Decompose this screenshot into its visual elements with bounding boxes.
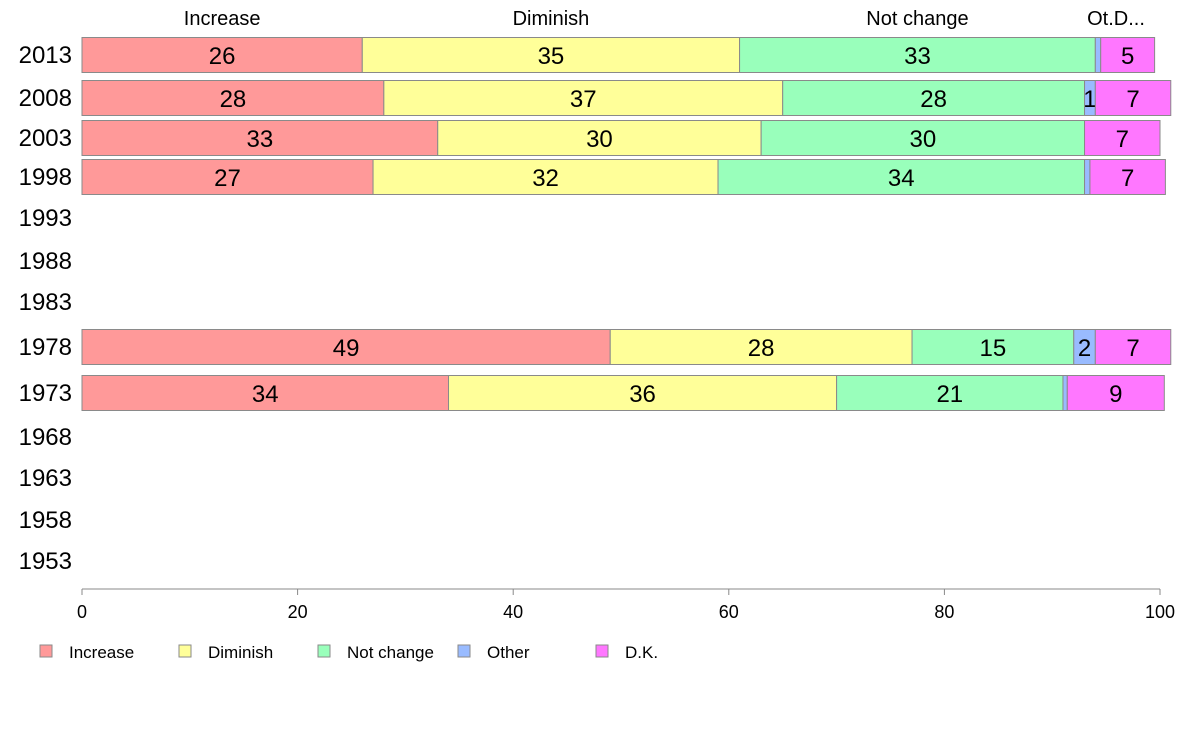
- data-label-1973-increase: 34: [252, 381, 279, 408]
- data-label-1978-increase: 49: [333, 335, 360, 362]
- data-label-1978-d-k-: 7: [1126, 335, 1139, 362]
- data-label-2008-other: 1: [1083, 86, 1096, 113]
- bar-2008-diminish: [383, 80, 784, 116]
- data-label-1978-diminish: 28: [748, 335, 775, 362]
- legend-label-not-change: Not change: [347, 643, 434, 662]
- bar-2003-d-k-: [1084, 120, 1161, 156]
- x-tick-label-0: 0: [77, 602, 87, 622]
- year-label-2013: 2013: [19, 42, 72, 69]
- year-label-1988: 1988: [19, 248, 72, 275]
- bar-1978-diminish: [609, 329, 913, 365]
- bar-1978-d-k-: [1094, 329, 1172, 365]
- bar-2013-other: [1094, 37, 1102, 73]
- year-label-1953: 1953: [19, 548, 72, 575]
- column-header-1: Diminish: [513, 8, 590, 30]
- year-label-1958: 1958: [19, 507, 72, 534]
- legend-swatch-diminish: [178, 644, 192, 658]
- x-axis: 0 20 40 60 80 100: [77, 588, 1175, 622]
- x-tick-label-40: 40: [503, 602, 523, 622]
- legend-swatch-d-k-: [595, 644, 609, 658]
- data-label-1973-d-k-: 9: [1109, 381, 1122, 408]
- data-label-2008-diminish: 37: [570, 86, 597, 113]
- data-label-2003-diminish: 30: [586, 126, 613, 153]
- bar-1998-d-k-: [1089, 159, 1166, 195]
- x-tick-label-100: 100: [1145, 602, 1175, 622]
- bar-2008-not-change: [782, 80, 1086, 116]
- data-label-1978-other: 2: [1078, 335, 1091, 362]
- bar-2013-diminish: [361, 37, 741, 73]
- year-label-1963: 1963: [19, 465, 72, 492]
- data-label-2003-not-change: 30: [909, 126, 936, 153]
- x-tick-label-20: 20: [288, 602, 308, 622]
- column-header-2: Not change: [866, 8, 968, 30]
- x-tick-label-60: 60: [719, 602, 739, 622]
- bar-1998-diminish: [372, 159, 719, 195]
- data-label-1973-not-change: 21: [936, 381, 963, 408]
- column-headers: Increase Diminish Not change Ot.D...: [184, 8, 1145, 30]
- bar-2003-not-change: [760, 120, 1086, 156]
- data-label-2013-increase: 26: [209, 43, 236, 70]
- year-label-1993: 1993: [19, 205, 72, 232]
- legend-swatch-increase: [39, 644, 53, 658]
- data-label-2013-d-k-: 5: [1121, 43, 1134, 70]
- year-label-1998: 1998: [19, 164, 72, 191]
- bar-1973-d-k-: [1066, 375, 1165, 411]
- bar-1978-not-change: [911, 329, 1075, 365]
- data-label-2008-d-k-: 7: [1126, 86, 1139, 113]
- legend-label-diminish: Diminish: [208, 643, 273, 662]
- bar-1998-not-change: [717, 159, 1086, 195]
- bar-2003-increase: [81, 120, 439, 156]
- legend-label-d-k-: D.K.: [625, 643, 658, 662]
- data-label-1998-not-change: 34: [888, 165, 915, 192]
- data-label-2003-d-k-: 7: [1116, 126, 1129, 153]
- year-labels: 2013 2008 2003 1998 1993 1988 1983 1978 1973 1968…: [19, 42, 72, 575]
- bar-1973-not-change: [836, 375, 1064, 411]
- bar-2013-increase: [81, 37, 363, 73]
- bar-2008-d-k-: [1094, 80, 1172, 116]
- legend: Increase Diminish Not change Other D.K.: [39, 643, 658, 662]
- data-label-1998-d-k-: 7: [1121, 165, 1134, 192]
- year-label-1983: 1983: [19, 289, 72, 316]
- data-label-2008-increase: 28: [220, 86, 247, 113]
- year-label-1978: 1978: [19, 334, 72, 361]
- data-label-2008-not-change: 28: [920, 86, 947, 113]
- bar-1973-other: [1062, 375, 1068, 411]
- column-header-3: Ot.D...: [1087, 8, 1145, 30]
- legend-label-increase: Increase: [69, 643, 134, 662]
- year-label-1973: 1973: [19, 380, 72, 407]
- year-label-1968: 1968: [19, 424, 72, 451]
- bar-1998-other: [1084, 159, 1091, 195]
- data-label-1998-diminish: 32: [532, 165, 559, 192]
- bar-1973-diminish: [448, 375, 838, 411]
- bar-1998-increase: [81, 159, 374, 195]
- legend-label-other: Other: [487, 643, 530, 662]
- bars-layer: 26 35 33 528 37 28 1 733 30 30 727 32 34 749 28 15 2 734 3…: [81, 37, 1172, 411]
- bar-2013-d-k-: [1100, 37, 1156, 73]
- data-label-2013-diminish: 35: [538, 43, 565, 70]
- data-label-1998-increase: 27: [214, 165, 241, 192]
- column-header-0: Increase: [184, 8, 261, 30]
- bar-2008-increase: [81, 80, 385, 116]
- legend-swatch-not-change: [317, 644, 331, 658]
- data-label-2003-increase: 33: [247, 126, 274, 153]
- x-tick-label-80: 80: [934, 602, 954, 622]
- year-label-2003: 2003: [19, 125, 72, 152]
- data-label-1973-diminish: 36: [629, 381, 656, 408]
- legend-swatch-other: [457, 644, 471, 658]
- data-label-2013-not-change: 33: [904, 43, 931, 70]
- year-label-2008: 2008: [19, 85, 72, 112]
- bar-2003-diminish: [437, 120, 762, 156]
- bar-2013-not-change: [739, 37, 1096, 73]
- data-label-1978-not-change: 15: [980, 335, 1007, 362]
